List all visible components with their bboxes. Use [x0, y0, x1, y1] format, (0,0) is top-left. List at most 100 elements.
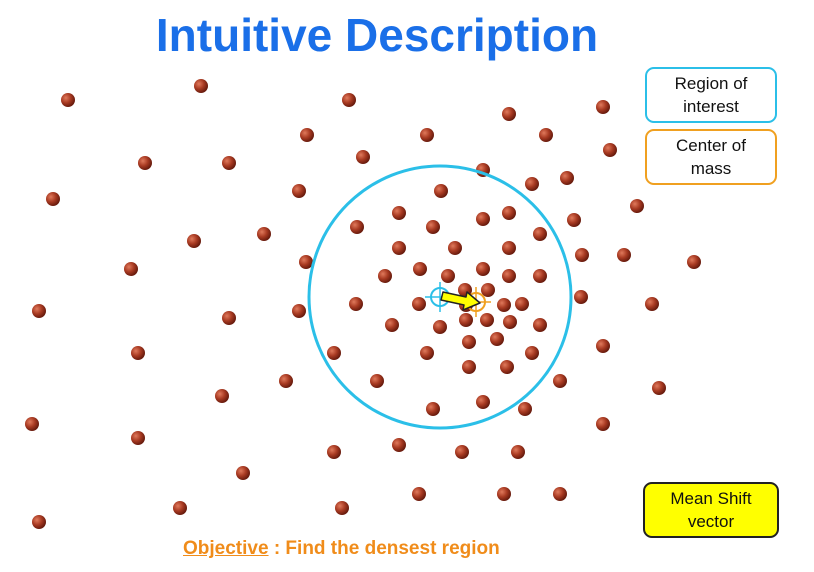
data-point: [645, 297, 659, 311]
data-point: [518, 402, 532, 416]
data-point: [525, 177, 539, 191]
page-title: Intuitive Description: [155, 9, 599, 61]
data-point: [385, 318, 399, 332]
data-point: [687, 255, 701, 269]
data-point: [502, 107, 516, 121]
legend-mean-shift-vector: Mean Shift vector: [643, 482, 779, 538]
data-point: [426, 402, 440, 416]
data-point: [392, 206, 406, 220]
data-point: [124, 262, 138, 276]
data-point: [222, 311, 236, 325]
data-point: [553, 487, 567, 501]
data-point: [511, 445, 525, 459]
data-point: [433, 320, 447, 334]
data-point: [441, 269, 455, 283]
data-point: [420, 128, 434, 142]
data-point: [32, 515, 46, 529]
data-point: [356, 150, 370, 164]
data-point: [194, 79, 208, 93]
data-point: [392, 241, 406, 255]
data-point: [533, 227, 547, 241]
data-point: [596, 417, 610, 431]
data-point: [257, 227, 271, 241]
data-point: [503, 315, 517, 329]
data-point: [533, 318, 547, 332]
data-point: [455, 445, 469, 459]
data-point: [434, 184, 448, 198]
data-point: [349, 297, 363, 311]
data-point: [539, 128, 553, 142]
data-point: [553, 374, 567, 388]
data-point: [462, 335, 476, 349]
data-point: [617, 248, 631, 262]
data-point: [300, 128, 314, 142]
legend-center-of-mass: Center of mass: [645, 129, 777, 185]
data-point: [567, 213, 581, 227]
data-point: [502, 206, 516, 220]
data-point: [476, 395, 490, 409]
data-point: [187, 234, 201, 248]
data-point: [476, 212, 490, 226]
data-point: [222, 156, 236, 170]
data-point: [533, 269, 547, 283]
objective-text: : Find the densest region: [268, 538, 500, 559]
objective-label: Objective: [183, 538, 269, 559]
data-point: [370, 374, 384, 388]
data-point: [236, 466, 250, 480]
data-point: [215, 389, 229, 403]
data-point: [25, 417, 39, 431]
legend-center-line1: Center of: [676, 136, 746, 155]
data-point: [490, 332, 504, 346]
data-point: [131, 346, 145, 360]
data-point: [596, 339, 610, 353]
data-point: [413, 262, 427, 276]
legend-region-line1: Region of: [674, 74, 748, 93]
data-point: [61, 93, 75, 107]
data-point: [392, 438, 406, 452]
data-point: [342, 93, 356, 107]
data-point: [560, 171, 574, 185]
data-point: [525, 346, 539, 360]
data-point: [652, 381, 666, 395]
data-point: [476, 262, 490, 276]
data-point: [575, 248, 589, 262]
data-point: [480, 313, 494, 327]
data-point: [497, 298, 511, 312]
data-point: [279, 374, 293, 388]
data-point: [459, 313, 473, 327]
data-point: [603, 143, 617, 157]
data-point: [448, 241, 462, 255]
data-point: [574, 290, 588, 304]
data-point: [173, 501, 187, 515]
data-point: [502, 269, 516, 283]
data-point: [335, 501, 349, 515]
legend-center-line2: mass: [690, 159, 732, 178]
data-point: [131, 431, 145, 445]
data-point: [500, 360, 514, 374]
data-point: [412, 487, 426, 501]
legend-region-line2: interest: [683, 97, 739, 116]
data-point: [596, 100, 610, 114]
objective-caption: Objective : Find the densest region: [183, 538, 500, 560]
data-point: [292, 304, 306, 318]
data-point: [426, 220, 440, 234]
data-points: [25, 79, 701, 529]
data-point: [378, 269, 392, 283]
data-point: [502, 241, 516, 255]
data-point: [327, 445, 341, 459]
data-point: [412, 297, 426, 311]
data-point: [515, 297, 529, 311]
mean-shift-vector-arrow: [440, 291, 481, 311]
data-point: [32, 304, 46, 318]
data-point: [327, 346, 341, 360]
data-point: [630, 199, 644, 213]
data-point: [462, 360, 476, 374]
legend-vector-line2: vector: [687, 512, 735, 531]
legend-region-of-interest: Region of interest: [645, 67, 777, 123]
data-point: [350, 220, 364, 234]
data-point: [299, 255, 313, 269]
data-point: [46, 192, 60, 206]
data-point: [138, 156, 152, 170]
region-of-interest-circle: [307, 164, 573, 430]
